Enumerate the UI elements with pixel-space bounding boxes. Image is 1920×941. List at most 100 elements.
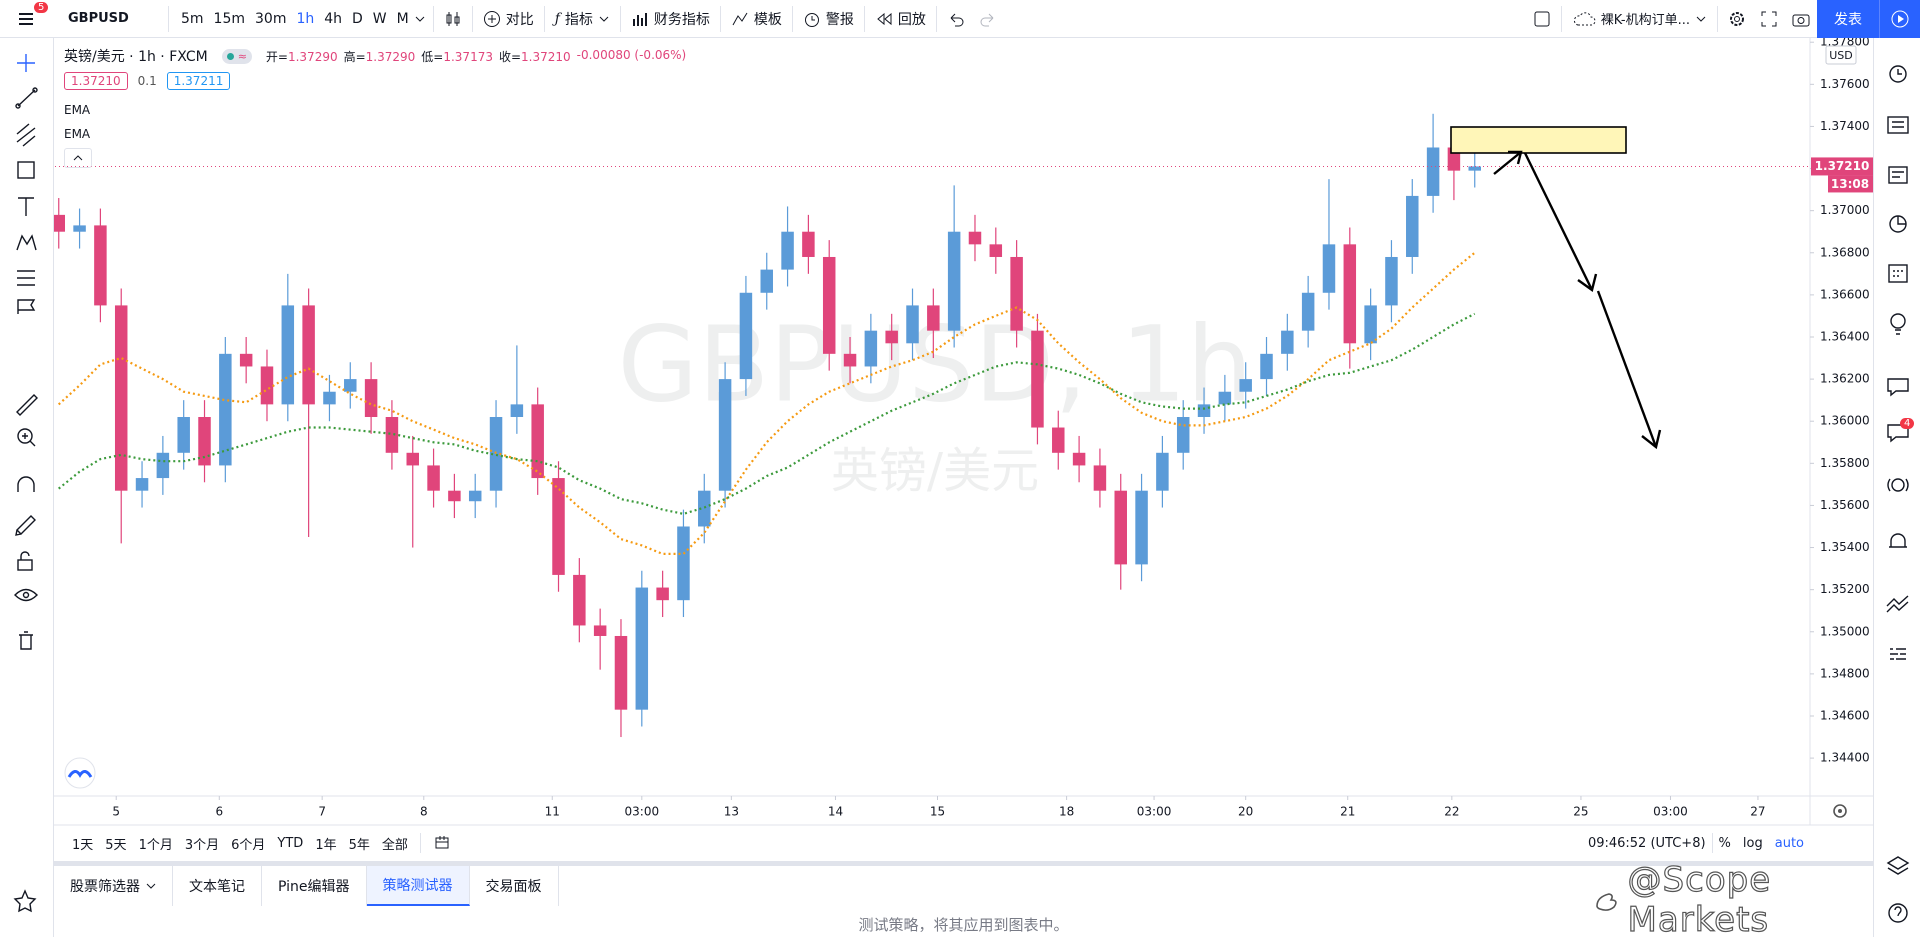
trading-button[interactable] bbox=[1886, 595, 1909, 613]
interval-button[interactable]: 30m bbox=[255, 10, 287, 27]
news-button[interactable] bbox=[1887, 116, 1909, 134]
separator bbox=[863, 5, 865, 32]
candle-body bbox=[448, 490, 461, 502]
candle-body bbox=[843, 353, 857, 367]
financials-button[interactable]: 财务指标 bbox=[624, 0, 717, 38]
layout-toggle[interactable] bbox=[1526, 0, 1558, 38]
help-button[interactable] bbox=[1888, 903, 1908, 923]
status-pill[interactable]: ≈ bbox=[221, 48, 252, 64]
visibility-tool[interactable] bbox=[14, 588, 38, 602]
interval-button[interactable]: 1h bbox=[296, 10, 315, 27]
interval-button[interactable]: 4h bbox=[324, 10, 343, 27]
tool-label: 模板 bbox=[753, 11, 782, 28]
trend-line-tool[interactable] bbox=[15, 87, 38, 109]
ruler-tool[interactable] bbox=[16, 394, 38, 416]
layers-button[interactable] bbox=[1886, 856, 1910, 875]
range-button[interactable]: 5天 bbox=[105, 837, 127, 853]
x-tick-label: 6 bbox=[215, 805, 223, 819]
range-button[interactable]: 1个月 bbox=[138, 837, 173, 853]
streams-button[interactable] bbox=[1887, 478, 1909, 492]
log-toggle[interactable]: log bbox=[1742, 835, 1763, 851]
candle-body bbox=[1322, 244, 1336, 293]
pitchfork-tool[interactable] bbox=[16, 123, 36, 147]
dom-button[interactable] bbox=[1890, 648, 1906, 660]
prediction-tool[interactable] bbox=[17, 270, 35, 286]
interval-button[interactable]: W bbox=[372, 10, 387, 27]
layout-button[interactable]: 裸K-机构订单... bbox=[1565, 0, 1714, 38]
sidebar-icons bbox=[1886, 23, 1910, 923]
chat-button[interactable] bbox=[1887, 378, 1909, 397]
economic-calendar-button[interactable] bbox=[1888, 264, 1908, 283]
clock[interactable]: 09:46:52 (UTC+8) bbox=[1587, 835, 1706, 851]
publish-button[interactable]: 发表 bbox=[1817, 0, 1879, 38]
text-tool[interactable] bbox=[18, 197, 34, 216]
interval-button[interactable]: D bbox=[352, 10, 363, 27]
separator bbox=[1560, 5, 1562, 32]
delete-tool[interactable] bbox=[19, 631, 33, 650]
wave-icon: ≈ bbox=[237, 49, 247, 63]
rectangle-tool[interactable] bbox=[17, 161, 35, 179]
dropdown-icon[interactable] bbox=[414, 13, 426, 25]
range-button[interactable]: YTD bbox=[277, 835, 304, 851]
pattern-tool[interactable] bbox=[16, 234, 37, 251]
tab[interactable]: Pine编辑器 bbox=[262, 866, 367, 906]
settings-gear[interactable] bbox=[1833, 804, 1847, 818]
templates-button[interactable]: 模板 bbox=[724, 0, 789, 38]
calendar-button[interactable] bbox=[1888, 166, 1908, 184]
y-tick-label: 1.34600 bbox=[1820, 708, 1870, 722]
candle-body bbox=[698, 490, 711, 527]
candle-body bbox=[614, 635, 628, 710]
replay-button[interactable]: 回放 bbox=[868, 0, 933, 38]
interval-button[interactable]: M bbox=[396, 10, 409, 27]
range-button[interactable]: 1天 bbox=[72, 837, 94, 853]
logo-button[interactable] bbox=[64, 757, 96, 789]
tab[interactable]: 股票筛选器 bbox=[54, 866, 173, 906]
goto-date-button[interactable] bbox=[433, 834, 453, 852]
candle-body bbox=[302, 305, 315, 405]
range-button[interactable]: 1年 bbox=[315, 837, 337, 853]
tab[interactable]: 文本笔记 bbox=[173, 866, 262, 906]
favorites-tool[interactable] bbox=[13, 889, 37, 913]
lock-tool[interactable] bbox=[17, 551, 33, 571]
range-button[interactable]: 全部 bbox=[381, 837, 408, 853]
y-tick-label: 1.35200 bbox=[1820, 582, 1870, 596]
auto-toggle[interactable]: auto bbox=[1774, 835, 1804, 851]
fx-icon: ƒ bbox=[554, 10, 560, 27]
ideas-button[interactable] bbox=[1890, 313, 1906, 335]
icon-tool[interactable] bbox=[17, 299, 36, 314]
range-button[interactable]: 6个月 bbox=[231, 837, 266, 853]
magnet-tool[interactable] bbox=[17, 476, 35, 492]
chart-style-button[interactable] bbox=[437, 0, 469, 38]
collapse-button[interactable] bbox=[64, 148, 92, 168]
menu-button[interactable]: 5 bbox=[0, 0, 52, 38]
interval-button[interactable]: 15m bbox=[213, 10, 245, 27]
range-button[interactable]: 3个月 bbox=[184, 837, 220, 853]
settings-button[interactable] bbox=[1721, 0, 1753, 38]
percent-toggle[interactable]: % bbox=[1718, 835, 1731, 851]
play-button[interactable] bbox=[1879, 0, 1920, 38]
tab[interactable]: 策略测试器 bbox=[366, 866, 470, 906]
interval-button[interactable]: 5m bbox=[181, 10, 204, 27]
data-window-button[interactable] bbox=[1889, 215, 1907, 233]
ask-box[interactable]: 1.37211 bbox=[166, 72, 231, 90]
snapshot-button[interactable] bbox=[1785, 0, 1817, 38]
symbol-search[interactable]: GBPUSD bbox=[68, 11, 129, 26]
tab[interactable]: 交易面板 bbox=[470, 866, 559, 906]
notifications-button[interactable] bbox=[1889, 533, 1907, 548]
compare-button[interactable]: 对比 bbox=[476, 0, 541, 38]
redo-button[interactable] bbox=[972, 0, 1004, 38]
crosshair-tool[interactable] bbox=[17, 54, 35, 72]
alert-button[interactable]: 警报 bbox=[796, 0, 861, 38]
bid-box[interactable]: 1.37210 bbox=[64, 72, 128, 90]
lock-drawing-tool[interactable] bbox=[15, 515, 36, 536]
bottom-tabs: 股票筛选器 文本笔记 Pine编辑器 策略测试器 交易面板 bbox=[54, 866, 559, 906]
zoom-tool[interactable] bbox=[17, 428, 36, 447]
indicators-button[interactable]: ƒ 指标 bbox=[548, 0, 617, 38]
last-price-box bbox=[1811, 157, 1873, 176]
range-button[interactable]: 5年 bbox=[348, 837, 370, 853]
undo-button[interactable] bbox=[940, 0, 972, 38]
fullscreen-button[interactable] bbox=[1753, 0, 1785, 38]
candle-body bbox=[760, 269, 773, 293]
alerts-button[interactable] bbox=[1889, 65, 1907, 83]
candle-body bbox=[198, 417, 211, 466]
